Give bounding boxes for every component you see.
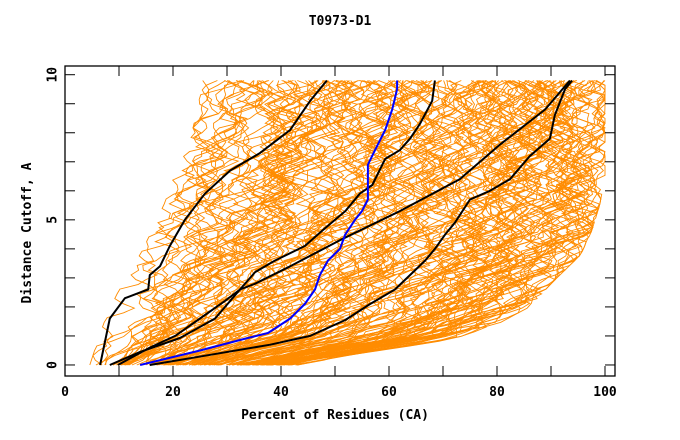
model-curve <box>158 80 309 366</box>
series-line-reference-1 <box>99 79 328 366</box>
model-curve <box>172 80 412 366</box>
series-line-reference-3 <box>109 79 571 366</box>
model-curve <box>267 80 536 366</box>
model-curve <box>209 80 448 366</box>
x-tick-label: 20 <box>165 385 181 400</box>
model-curve <box>240 80 524 366</box>
model-curve <box>156 80 361 366</box>
model-curve <box>188 80 436 366</box>
model-curve <box>152 80 351 366</box>
model-curve <box>117 80 277 366</box>
y-tick-label: 10 <box>46 67 61 83</box>
model-curve <box>192 80 469 366</box>
model-curve <box>119 80 291 366</box>
model-curve <box>243 80 519 366</box>
chart-title: T0973-D1 <box>308 14 372 29</box>
y-axis-label: Distance Cutoff, A <box>20 162 35 303</box>
series-line-reference-4 <box>149 79 573 366</box>
y-tick-label: 0 <box>46 361 61 369</box>
model-curve <box>146 80 351 366</box>
model-curve <box>95 80 257 366</box>
series-line-reference-2 <box>117 80 436 366</box>
model-curve <box>124 80 255 366</box>
model-curve <box>287 80 600 366</box>
model-curve <box>231 80 465 366</box>
model-curve <box>117 80 274 366</box>
model-curve <box>170 80 495 366</box>
model-curve <box>162 80 387 366</box>
model-curve <box>166 80 324 366</box>
model-curve <box>166 80 377 366</box>
model-curve <box>161 80 365 366</box>
model-curve <box>261 80 523 366</box>
x-tick-label: 40 <box>273 385 289 400</box>
model-cloud <box>89 80 606 366</box>
tick-labels: 0 20 40 60 80 100 0 5 10 <box>46 67 617 400</box>
x-tick-label: 100 <box>593 385 617 400</box>
model-curve <box>151 80 355 366</box>
model-curve <box>148 80 263 366</box>
model-curve <box>156 80 317 366</box>
axis-ticks <box>64 66 615 376</box>
model-curve <box>288 80 590 366</box>
model-curve <box>228 80 493 366</box>
model-curve <box>280 80 582 366</box>
model-curve <box>228 80 490 366</box>
model-curve <box>286 80 602 366</box>
model-curve <box>270 80 548 366</box>
model-curve <box>264 80 579 366</box>
model-curve <box>220 80 421 366</box>
model-curve <box>283 80 606 366</box>
model-curve <box>127 80 393 366</box>
model-curve <box>116 80 247 366</box>
x-tick-label: 80 <box>489 385 505 400</box>
model-curve <box>297 80 555 366</box>
model-curve <box>155 80 364 366</box>
model-curve <box>136 80 346 366</box>
model-curve <box>123 80 266 366</box>
x-tick-label: 0 <box>61 385 69 400</box>
x-axis-label: Percent of Residues (CA) <box>241 408 429 423</box>
model-curve <box>240 80 606 366</box>
model-curve <box>220 80 546 366</box>
model-curve <box>105 80 243 366</box>
model-curve <box>269 80 604 366</box>
model-curve <box>123 80 263 366</box>
model-curve <box>183 80 426 366</box>
model-curve <box>175 80 395 366</box>
model-curve <box>213 80 479 366</box>
model-curve <box>226 80 450 366</box>
model-curve <box>248 80 513 366</box>
x-tick-label: 60 <box>381 385 397 400</box>
model-curve <box>195 80 466 366</box>
model-curve <box>203 80 496 366</box>
model-curve <box>279 80 598 366</box>
model-curve <box>247 80 529 366</box>
model-curve <box>92 80 307 366</box>
model-curve <box>246 80 543 366</box>
model-curve <box>124 80 405 366</box>
plot-frame <box>64 65 616 377</box>
model-curve <box>113 80 298 366</box>
model-curve <box>152 80 356 366</box>
model-curve <box>213 80 416 366</box>
y-tick-label: 5 <box>46 216 61 224</box>
model-curve <box>243 80 557 366</box>
model-curve <box>172 80 427 366</box>
model-curve <box>185 80 441 366</box>
model-curve <box>152 80 303 366</box>
series-lines <box>99 79 573 366</box>
model-curve <box>145 80 360 366</box>
model-curve <box>169 80 335 366</box>
model-curve <box>150 80 309 366</box>
model-curve <box>192 80 409 366</box>
series-line-highlighted-model <box>139 80 399 366</box>
model-curve <box>269 80 523 366</box>
